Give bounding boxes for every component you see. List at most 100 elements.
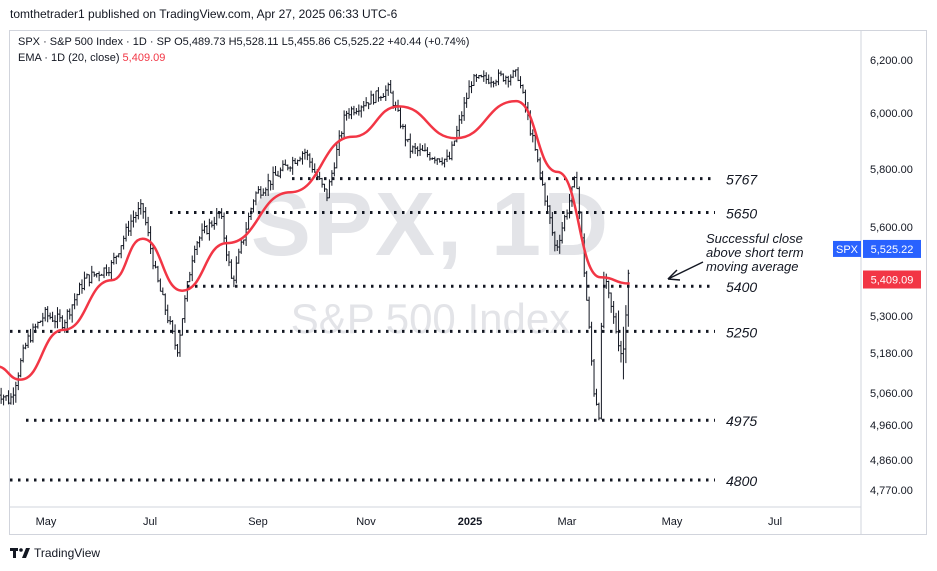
ema-price-tag xyxy=(863,270,921,289)
legend-low: L5,455.86 xyxy=(281,36,331,48)
tradingview-logo-icon xyxy=(10,548,30,558)
ohlc-bar xyxy=(119,245,123,259)
ohlc-bar xyxy=(2,394,5,406)
ohlc-bar xyxy=(411,145,415,154)
ohlc-bar xyxy=(553,231,557,252)
ohlc-bar xyxy=(4,395,8,401)
ohlc-bar xyxy=(455,125,459,143)
ohlc-bar xyxy=(39,320,42,324)
ohlc-bar xyxy=(519,76,522,89)
ohlc-bar xyxy=(340,131,343,139)
y-tick-label: 4,770.00 xyxy=(870,485,913,497)
ohlc-bar xyxy=(16,372,20,391)
ohlc-bar xyxy=(31,323,35,343)
legend-symbol: SPX · S&P 500 Index · 1D · SP xyxy=(18,36,172,48)
legend-open: O5,489.73 xyxy=(174,36,226,48)
ohlc-bar xyxy=(173,324,177,350)
ohlc-bar xyxy=(475,73,478,82)
ohlc-bar xyxy=(342,110,346,140)
ohlc-bar xyxy=(146,216,150,237)
ohlc-bar xyxy=(445,149,449,163)
ohlc-bar xyxy=(489,76,493,88)
ohlc-bar xyxy=(264,187,268,197)
symbol-tag xyxy=(833,240,861,257)
ohlc-bar xyxy=(215,208,219,226)
ema-legend[interactable]: EMA · 1D (20, close) 5,409.09 xyxy=(18,52,165,64)
ohlc-bar xyxy=(377,87,380,102)
chart-frame xyxy=(9,30,927,535)
ohlc-bar xyxy=(90,265,94,284)
y-tick-label: 6,000.00 xyxy=(870,108,913,120)
ohlc-bar xyxy=(122,235,125,250)
ohlc-bar xyxy=(320,177,324,188)
ohlc-bar xyxy=(239,239,243,254)
ohlc-bar xyxy=(418,143,422,156)
ohlc-bar xyxy=(198,236,201,248)
ohlc-bar xyxy=(286,164,290,171)
ohlc-bar xyxy=(543,182,547,206)
ohlc-bar xyxy=(541,170,544,186)
y-tick-label: 5,300.00 xyxy=(870,311,913,323)
ohlc-bar xyxy=(284,159,287,166)
ohlc-bar xyxy=(465,92,468,108)
ohlc-bar xyxy=(279,167,282,179)
x-tick-label: 2025 xyxy=(458,516,482,528)
ohlc-bar xyxy=(521,84,525,94)
level-label: 4975 xyxy=(726,413,757,429)
ohlc-bar xyxy=(428,152,432,161)
ohlc-bar xyxy=(51,311,54,323)
annotation-arrowhead-icon xyxy=(667,269,681,281)
ohlc-bar xyxy=(85,273,89,279)
ohlc-bar xyxy=(563,214,566,232)
ohlc-bar xyxy=(176,344,179,357)
ohlc-bar xyxy=(413,143,417,154)
ohlc-bar xyxy=(61,315,64,331)
x-tick-label: Sep xyxy=(248,516,268,528)
ohlc-bar xyxy=(232,275,236,288)
ohlc-bar xyxy=(470,81,473,94)
ohlc-bar xyxy=(112,252,116,265)
ohlc-bar xyxy=(80,279,84,294)
published-line: tomthetrader1 published on TradingView.c… xyxy=(10,7,398,21)
ohlc-bar xyxy=(462,97,466,121)
ohlc-bar xyxy=(291,156,294,175)
ohlc-bar xyxy=(499,70,503,77)
level-label: 4800 xyxy=(726,473,757,489)
ohlc-bar xyxy=(132,210,135,228)
ohlc-bar xyxy=(587,296,591,329)
ohlc-bar xyxy=(193,245,196,263)
ohlc-bar xyxy=(627,269,630,327)
ohlc-bar xyxy=(205,224,209,235)
ohlc-bar xyxy=(502,73,505,82)
ohlc-bar xyxy=(276,170,280,177)
ohlc-bar xyxy=(416,146,419,157)
ohlc-bar xyxy=(296,159,299,166)
ohlc-bar xyxy=(421,145,424,152)
ohlc-bar xyxy=(266,173,270,197)
symbol-legend[interactable]: SPX · S&P 500 Index · 1D · SP O5,489.73 … xyxy=(18,36,469,48)
y-tick-label: 5,800.00 xyxy=(870,164,913,176)
ohlc-bar xyxy=(551,212,554,236)
ohlc-bar xyxy=(210,220,214,228)
y-tick-label: 5,060.00 xyxy=(870,388,913,400)
ohlc-bar xyxy=(389,79,392,94)
ohlc-bar xyxy=(190,255,194,282)
ema-price-value: 5,409.09 xyxy=(871,275,914,287)
ohlc-bar xyxy=(357,104,361,116)
ohlc-bar xyxy=(9,393,13,405)
level-label: 5767 xyxy=(726,172,758,188)
ohlc-bar xyxy=(114,255,118,265)
ohlc-bar xyxy=(293,158,297,164)
legend-high: H5,528.11 xyxy=(228,36,279,48)
y-tick-label: 4,960.00 xyxy=(870,420,913,432)
ohlc-bar xyxy=(431,157,434,160)
x-tick-label: May xyxy=(662,516,683,528)
annotation-text: Successful close xyxy=(706,231,803,246)
ohlc-bar xyxy=(301,151,304,165)
ohlc-bar xyxy=(303,148,307,160)
ohlc-bar xyxy=(261,188,265,196)
ohlc-bar xyxy=(200,223,204,241)
legend-change: +40.44 (+0.74%) xyxy=(387,36,470,48)
last-price-tag xyxy=(863,239,921,258)
